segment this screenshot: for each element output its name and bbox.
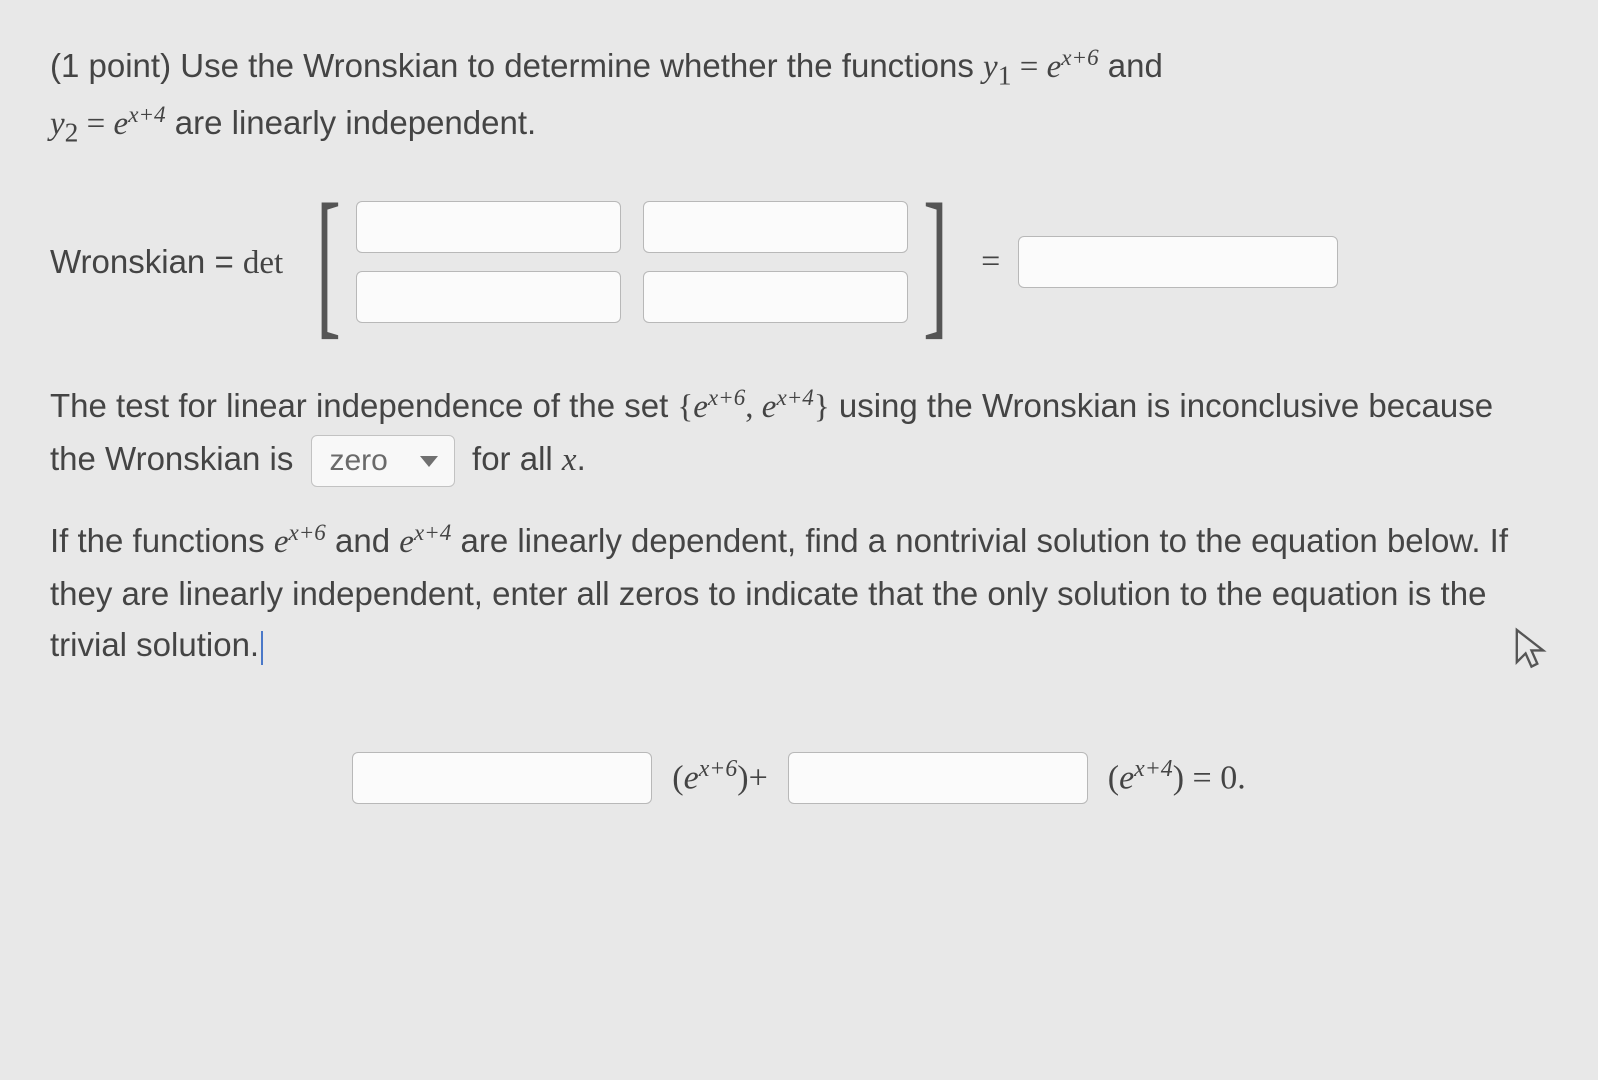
paragraph-3: If the functions ex+6 and ex+4 are linea…	[50, 515, 1548, 670]
set-open: {	[677, 389, 693, 425]
paragraph-2: The test for linear independence of the …	[50, 380, 1548, 487]
period-1: .	[577, 440, 586, 477]
and-word: and	[1099, 47, 1163, 84]
para2-text-c: for all	[472, 440, 562, 477]
p3-e1: e	[274, 524, 289, 560]
matrix-input-21[interactable]	[356, 271, 621, 323]
wronskian-zero-dropdown[interactable]: zero	[311, 435, 455, 487]
left-bracket-icon: [	[316, 194, 341, 329]
para3-text-b: and	[326, 522, 399, 559]
y1-var: y	[983, 49, 998, 85]
e-2: e	[114, 106, 129, 142]
matrix-input-22[interactable]	[643, 271, 908, 323]
wronskian-determinant-row: Wronskian = det [ ] =	[50, 194, 1548, 329]
text-cursor-icon	[261, 631, 263, 665]
coeff-1-input[interactable]	[352, 752, 652, 804]
matrix-input-11[interactable]	[356, 201, 621, 253]
p3-exp2: x+4	[414, 519, 451, 545]
matrix: [ ]	[301, 194, 963, 329]
set-sep: ,	[745, 389, 762, 425]
dropdown-value: zero	[330, 438, 388, 485]
points-label: (1 point)	[50, 47, 180, 84]
right-bracket-icon: ]	[923, 194, 948, 329]
chevron-down-icon	[420, 456, 438, 467]
x-var: x	[562, 442, 577, 478]
term1: (ex+6)+	[672, 751, 767, 805]
set-e2: e	[762, 389, 777, 425]
coeff-2-input[interactable]	[788, 752, 1088, 804]
equals-2: =	[78, 106, 113, 142]
final-equation: (ex+6)+ (ex+4) = 0.	[50, 751, 1548, 805]
set-e1: e	[693, 389, 708, 425]
equals-sign: =	[981, 236, 1000, 289]
set-exp2: x+4	[776, 384, 813, 410]
para2-text-a: The test for linear independence of the …	[50, 387, 677, 424]
exp-1: x+6	[1061, 44, 1098, 70]
set-close: }	[814, 389, 830, 425]
set-exp1: x+6	[708, 384, 745, 410]
intro-text-a: Use the Wronskian to determine whether t…	[180, 47, 983, 84]
y2-subscript: 2	[65, 117, 79, 148]
term2: (ex+4) = 0.	[1108, 751, 1246, 805]
mouse-cursor-icon	[1512, 627, 1548, 685]
exp-2: x+4	[128, 101, 165, 127]
p3-e2: e	[399, 524, 414, 560]
para3-text-a: If the functions	[50, 522, 274, 559]
equals-1: =	[1011, 49, 1046, 85]
matrix-input-12[interactable]	[643, 201, 908, 253]
intro-text-b: are linearly independent.	[166, 104, 537, 141]
wronskian-label: Wronskian = det	[50, 236, 283, 289]
y2-var: y	[50, 106, 65, 142]
e-1: e	[1047, 49, 1062, 85]
p3-exp1: x+6	[288, 519, 325, 545]
y1-subscript: 1	[998, 60, 1012, 91]
wronskian-result-input[interactable]	[1018, 236, 1338, 288]
problem-statement: (1 point) Use the Wronskian to determine…	[50, 40, 1548, 154]
